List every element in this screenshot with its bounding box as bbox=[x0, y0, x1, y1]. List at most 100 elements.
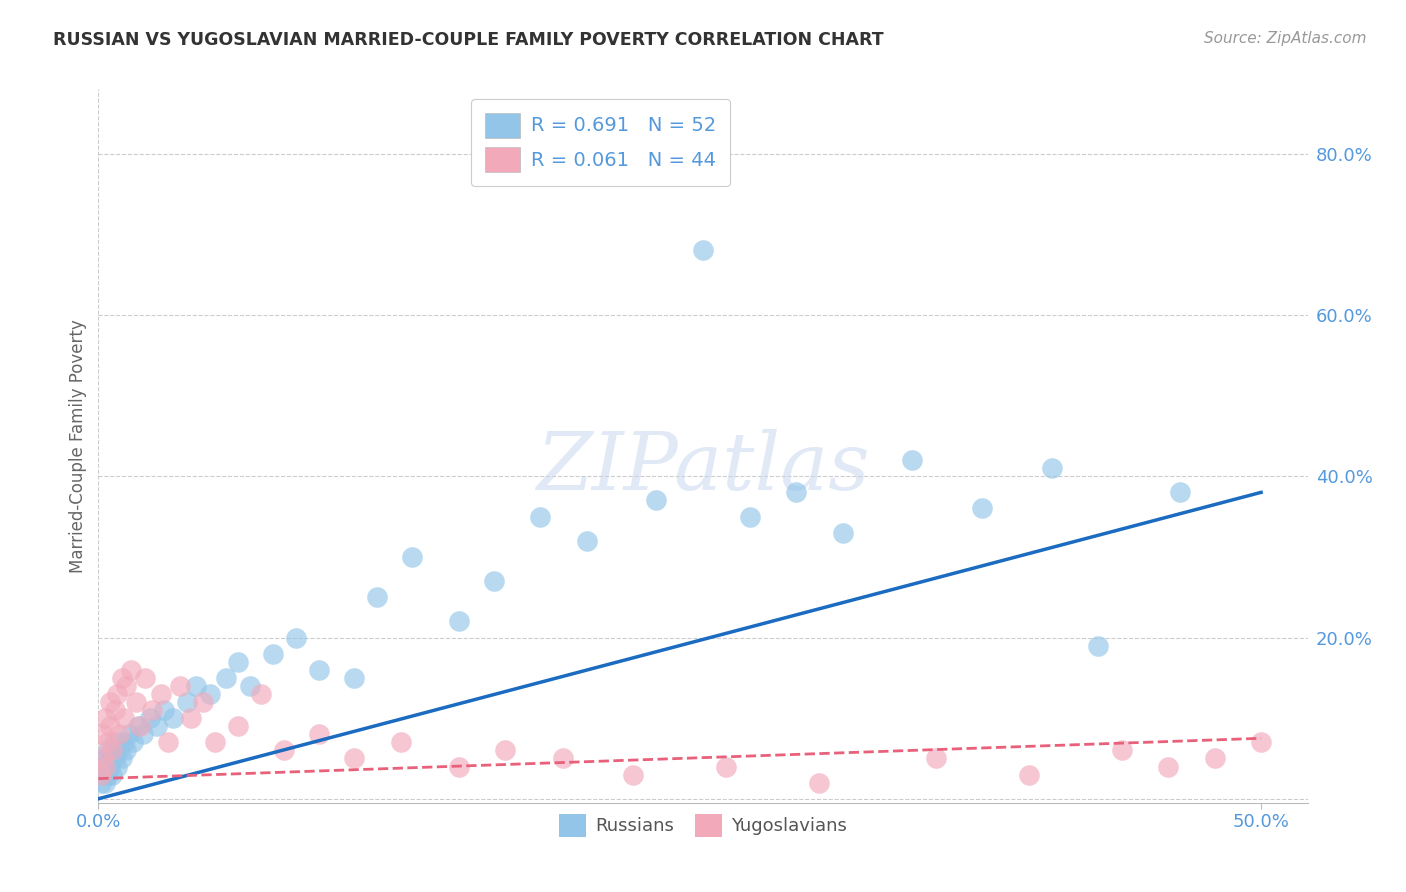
Point bbox=[150, 687, 173, 701]
Point bbox=[94, 711, 117, 725]
Point bbox=[115, 743, 138, 757]
Point bbox=[176, 695, 198, 709]
Point bbox=[120, 663, 142, 677]
Point bbox=[124, 695, 146, 709]
Point bbox=[482, 574, 505, 588]
Point bbox=[447, 615, 470, 629]
Point bbox=[191, 695, 214, 709]
Point bbox=[621, 767, 644, 781]
Point bbox=[1111, 743, 1133, 757]
Point bbox=[901, 453, 924, 467]
Point bbox=[127, 719, 149, 733]
Point bbox=[366, 590, 388, 604]
Point bbox=[553, 751, 575, 765]
Point bbox=[180, 711, 202, 725]
Point bbox=[98, 751, 121, 765]
Point bbox=[308, 727, 330, 741]
Point bbox=[138, 711, 160, 725]
Point bbox=[101, 743, 124, 757]
Point bbox=[112, 711, 135, 725]
Point bbox=[924, 751, 946, 765]
Point bbox=[1250, 735, 1272, 749]
Point bbox=[91, 751, 114, 765]
Point bbox=[131, 727, 153, 741]
Text: ZIPatlas: ZIPatlas bbox=[536, 429, 870, 506]
Point bbox=[94, 759, 117, 773]
Point bbox=[401, 549, 423, 564]
Point bbox=[152, 703, 174, 717]
Point bbox=[98, 719, 121, 733]
Point bbox=[1157, 759, 1180, 773]
Point bbox=[134, 671, 156, 685]
Point bbox=[716, 759, 738, 773]
Point bbox=[104, 703, 127, 717]
Point bbox=[215, 671, 238, 685]
Point bbox=[447, 759, 470, 773]
Point bbox=[91, 727, 114, 741]
Point bbox=[343, 751, 366, 765]
Point bbox=[101, 767, 124, 781]
Point bbox=[108, 743, 131, 757]
Point bbox=[1018, 767, 1040, 781]
Point bbox=[91, 767, 114, 781]
Point bbox=[141, 703, 163, 717]
Point bbox=[645, 493, 668, 508]
Point bbox=[111, 671, 134, 685]
Point bbox=[105, 759, 128, 773]
Text: RUSSIAN VS YUGOSLAVIAN MARRIED-COUPLE FAMILY POVERTY CORRELATION CHART: RUSSIAN VS YUGOSLAVIAN MARRIED-COUPLE FA… bbox=[53, 31, 884, 49]
Point bbox=[785, 485, 807, 500]
Y-axis label: Married-Couple Family Poverty: Married-Couple Family Poverty bbox=[69, 319, 87, 573]
Point bbox=[108, 727, 131, 741]
Point bbox=[808, 775, 831, 789]
Point bbox=[94, 751, 117, 765]
Point bbox=[91, 759, 114, 773]
Point bbox=[97, 735, 120, 749]
Point bbox=[1040, 461, 1063, 475]
Point bbox=[250, 687, 273, 701]
Point bbox=[104, 735, 127, 749]
Legend: Russians, Yugoslavians: Russians, Yugoslavians bbox=[551, 807, 855, 844]
Point bbox=[169, 679, 191, 693]
Point bbox=[157, 735, 180, 749]
Point bbox=[162, 711, 184, 725]
Point bbox=[343, 671, 366, 685]
Point bbox=[90, 775, 112, 789]
Point bbox=[122, 735, 145, 749]
Point bbox=[308, 663, 330, 677]
Point bbox=[105, 687, 128, 701]
Point bbox=[112, 735, 135, 749]
Point bbox=[98, 759, 121, 773]
Point bbox=[262, 647, 284, 661]
Point bbox=[1168, 485, 1191, 500]
Point bbox=[1204, 751, 1226, 765]
Point bbox=[94, 775, 117, 789]
Point bbox=[98, 695, 121, 709]
Point bbox=[111, 751, 134, 765]
Point bbox=[184, 679, 207, 693]
Point bbox=[226, 719, 249, 733]
Point bbox=[1087, 639, 1109, 653]
Point bbox=[129, 719, 152, 733]
Point bbox=[97, 767, 120, 781]
Point bbox=[529, 509, 551, 524]
Point bbox=[738, 509, 761, 524]
Point bbox=[204, 735, 226, 749]
Point bbox=[104, 751, 127, 765]
Point bbox=[118, 727, 141, 741]
Point bbox=[90, 767, 112, 781]
Point bbox=[692, 244, 714, 258]
Point bbox=[97, 743, 120, 757]
Point bbox=[831, 525, 853, 540]
Point bbox=[970, 501, 993, 516]
Point bbox=[239, 679, 262, 693]
Point bbox=[285, 631, 308, 645]
Point bbox=[575, 533, 598, 548]
Point bbox=[115, 679, 138, 693]
Point bbox=[101, 743, 124, 757]
Text: Source: ZipAtlas.com: Source: ZipAtlas.com bbox=[1204, 31, 1367, 46]
Point bbox=[198, 687, 221, 701]
Point bbox=[226, 655, 249, 669]
Point bbox=[273, 743, 295, 757]
Point bbox=[145, 719, 167, 733]
Point bbox=[389, 735, 412, 749]
